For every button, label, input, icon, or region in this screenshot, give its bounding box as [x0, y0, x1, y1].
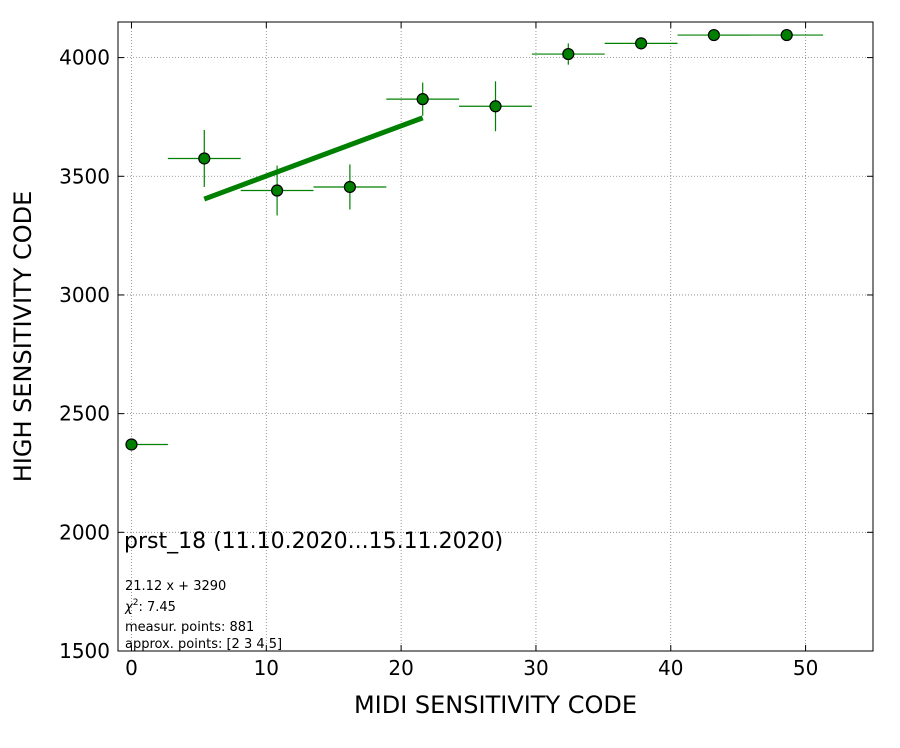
- y-tick-label: 2500: [59, 402, 110, 426]
- data-marker: [343, 180, 356, 194]
- x-tick-label: 10: [254, 656, 279, 680]
- data-marker: [780, 28, 793, 42]
- data-point: [167, 129, 241, 187]
- fit-layer: [203, 115, 424, 202]
- y-tick-label: 1500: [59, 639, 110, 663]
- annotation-chi2-value: : 7.45: [138, 600, 175, 615]
- data-point: [713, 28, 824, 42]
- data-marker: [270, 184, 284, 197]
- annotation-chi2-superscript: 2: [133, 598, 139, 608]
- y-tick-label: 3000: [59, 283, 110, 307]
- data-marker: [125, 438, 138, 451]
- data-point: [459, 81, 532, 132]
- data-marker: [416, 93, 429, 106]
- y-tick-label: 2000: [59, 520, 110, 544]
- annotation-title: prst_18 (11.10.2020...15.11.2020): [124, 529, 503, 554]
- fit-line: [203, 115, 424, 202]
- annotation-chi2-symbol: χ: [124, 600, 134, 615]
- x-tick-label: 30: [523, 656, 548, 680]
- data-point: [313, 164, 387, 210]
- data-marker: [635, 37, 648, 50]
- data-marker: [198, 152, 211, 165]
- y-tick-label: 3500: [59, 164, 110, 188]
- data-point: [604, 37, 678, 50]
- axes-layer: 0 10 20 30 40 50 1500 2000 2500 3000 3500 4000: [59, 21, 874, 680]
- x-axis-title: MIDI SENSITIVITY CODE: [354, 691, 637, 719]
- y-tick-label: 4000: [59, 46, 110, 70]
- data-point: [386, 82, 460, 116]
- x-tick-label: 0: [125, 656, 138, 680]
- data-marker: [489, 100, 502, 113]
- data-point: [531, 43, 605, 65]
- annotation-measur-points: measur. points: 881: [125, 620, 254, 635]
- data-point: [125, 438, 168, 451]
- plot-frame: [117, 21, 874, 652]
- y-axis-title: HIGH SENSITIVITY CODE: [9, 191, 37, 483]
- annotations: prst_18 (11.10.2020...15.11.2020) 21.12 …: [124, 529, 503, 652]
- data-marker: [562, 47, 575, 61]
- x-tick-label: 50: [793, 656, 818, 680]
- data-point: [240, 165, 314, 216]
- x-tick-label: 40: [658, 656, 683, 680]
- points-layer: [125, 28, 824, 451]
- annotation-equation: 21.12 x + 3290: [125, 579, 226, 594]
- annotation-approx-points: approx. points: [2 3 4 5]: [125, 637, 282, 652]
- annotation-chi2: χ2: 7.45: [124, 598, 176, 615]
- x-tick-label: 20: [388, 656, 413, 680]
